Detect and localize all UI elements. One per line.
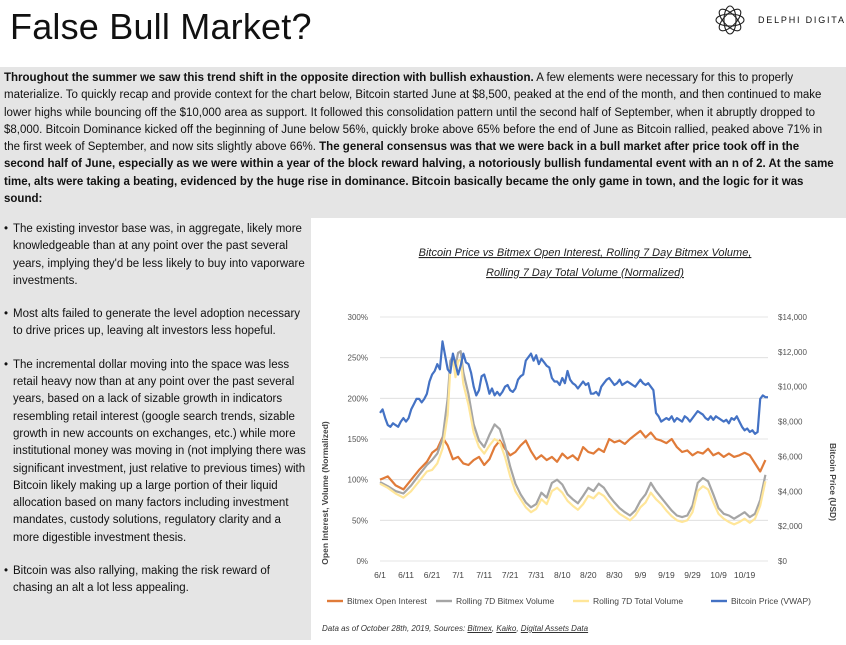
x-tick-label: 7/21 — [502, 570, 519, 580]
bullet-dot: • — [4, 565, 9, 578]
source-link[interactable]: Bitmex — [467, 624, 492, 633]
list-item: • The incremental dollar moving into the … — [4, 357, 307, 547]
bullet-text: Bitcoin was also rallying, making the ri… — [13, 565, 270, 595]
x-tick-label: 9/9 — [634, 570, 646, 580]
y-left-tick-label: 200% — [348, 394, 368, 403]
x-tick-label: 7/11 — [476, 570, 492, 580]
legend-label: Rolling 7D Bitmex Volume — [456, 596, 555, 606]
delphi-logo-icon — [715, 5, 745, 35]
y-right-tick-label: $8,000 — [778, 418, 803, 427]
intro-body: A few elements were necessary for this t… — [4, 72, 823, 154]
source-link[interactable]: Digital Assets Data — [520, 624, 589, 633]
source-link[interactable]: Kaiko — [496, 624, 517, 633]
x-tick-label: 9/19 — [658, 570, 675, 580]
brand-name: DELPHI DIGITAL — [758, 15, 846, 25]
intro-conclusion: The general consensus was that we were b… — [4, 141, 834, 206]
list-item: • Bitcoin was also rallying, making the r… — [4, 563, 307, 598]
legend-label: Bitmex Open Interest — [347, 596, 427, 606]
x-tick-label: 8/20 — [580, 570, 597, 580]
chart-title-line2: Rolling 7 Day Total Volume (Normalized) — [486, 267, 684, 279]
chart-panel: Bitcoin Price vs Bitmex Open Interest, R… — [311, 218, 846, 640]
bullet-text: The incremental dollar moving into the s… — [13, 358, 306, 544]
x-tick-label: 7/31 — [528, 570, 545, 580]
series — [379, 340, 768, 526]
line-chart: Bitcoin Price vs Bitmex Open Interest, R… — [320, 247, 838, 606]
y-left-tick-label: 50% — [352, 516, 368, 525]
x-tick-label: 6/1 — [374, 570, 386, 580]
list-item: • The existing investor base was, in aggr… — [4, 221, 307, 290]
x-tick-label: 7/1 — [452, 570, 464, 580]
bullet-list: • The existing investor base was, in aggr… — [0, 218, 311, 640]
y-left-tick-label: 0% — [356, 557, 368, 566]
bullet-dot: • — [4, 308, 9, 321]
footnote: Data as of October 28th, 2019, Sources: … — [322, 624, 589, 633]
x-tick-label: 9/29 — [684, 570, 701, 580]
y-right-tick-label: $12,000 — [778, 348, 807, 357]
y-right-tick-label: $14,000 — [778, 313, 807, 322]
y-left-tick-label: 150% — [348, 435, 368, 444]
x-tick-label: 10/9 — [710, 570, 727, 580]
legend-label: Bitcoin Price (VWAP) — [731, 596, 811, 606]
x-tick-label: 6/11 — [398, 570, 414, 580]
footnote-prefix: Data as of October 28th, 2019, Sources: — [322, 624, 468, 633]
grid — [380, 316, 768, 562]
bullet-text: Most alts failed to generate the level a… — [13, 308, 301, 338]
series-line — [379, 340, 768, 435]
y-right-tick-label: $2,000 — [778, 522, 803, 531]
x-tick-label: 6/21 — [424, 570, 441, 580]
chart-title-line1: Bitcoin Price vs Bitmex Open Interest, R… — [419, 247, 752, 259]
y-left-tick-label: 300% — [348, 313, 368, 322]
y-right-tick-label: $0 — [778, 557, 787, 566]
intro-paragraph: Throughout the summer we saw this trend … — [0, 67, 846, 218]
x-tick-label: 10/19 — [734, 570, 756, 580]
y-axis-right-label: Bitcoin Price (USD) — [828, 443, 838, 521]
x-tick-label: 8/30 — [606, 570, 623, 580]
y-left-tick-label: 100% — [348, 476, 368, 485]
legend-label: Rolling 7D Total Volume — [593, 596, 683, 606]
y-right-tick-label: $10,000 — [778, 383, 807, 392]
y-left-tick-label: 250% — [348, 354, 368, 363]
bullet-dot: • — [4, 223, 9, 235]
series-line — [379, 358, 767, 526]
brand-logo: DELPHI DIGITAL — [710, 3, 846, 37]
y-right-tick-label: $6,000 — [778, 452, 803, 461]
y-axis-left-label: Open Interest, Volume (Normalized) — [320, 421, 330, 565]
legend: Bitmex Open Interest Rolling 7D Bitmex Vo… — [327, 596, 811, 606]
y-right-tick-label: $4,000 — [778, 487, 803, 496]
series-line — [379, 350, 767, 520]
bullet-dot: • — [4, 358, 9, 371]
intro-lead: Throughout the summer we saw this trend … — [4, 72, 534, 84]
axes: 0% 50% 100% 150% 200% 250% 300% $0 $2,000 $4,000 $… — [348, 313, 808, 580]
bullet-text: The existing investor base was, in aggre… — [13, 223, 305, 287]
list-item: • Most alts failed to generate the level … — [4, 306, 307, 341]
x-tick-label: 8/10 — [554, 570, 571, 580]
page-title: False Bull Market? — [10, 6, 312, 47]
series-line — [379, 429, 767, 491]
